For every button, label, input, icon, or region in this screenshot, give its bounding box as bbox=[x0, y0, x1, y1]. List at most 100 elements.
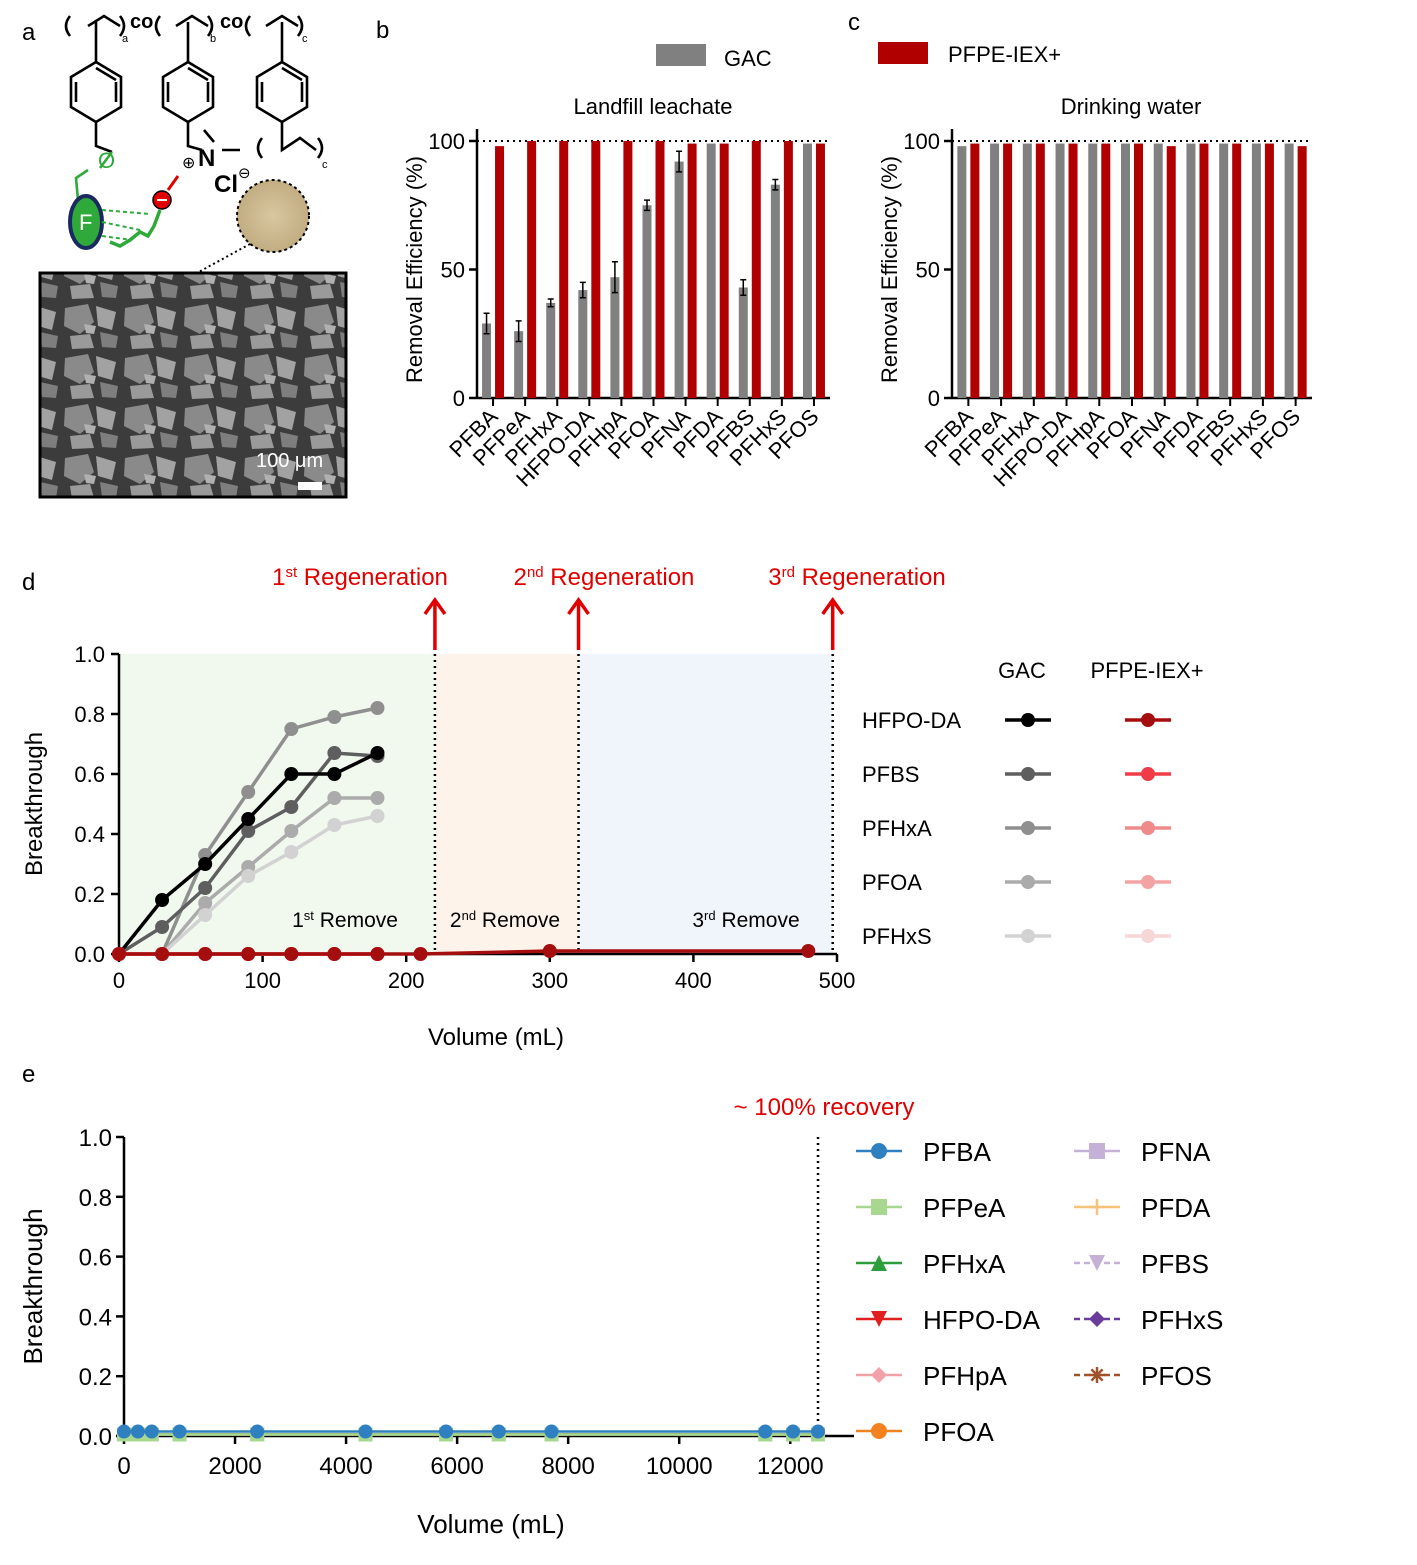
point-pfba bbox=[172, 1424, 187, 1439]
bar-gac bbox=[546, 302, 556, 398]
bar-pfpe bbox=[623, 141, 633, 398]
y-tick-label: 0.6 bbox=[74, 762, 105, 787]
x-tick-label: 300 bbox=[531, 968, 568, 993]
bar-pfpe bbox=[970, 143, 980, 398]
point-pfhxs bbox=[241, 869, 256, 883]
ether-linker bbox=[74, 151, 114, 201]
y-tick-label: 0.2 bbox=[74, 882, 105, 907]
bar-pfpe bbox=[1101, 143, 1111, 398]
legend-marker-gac bbox=[1021, 929, 1035, 943]
polymer-structure bbox=[64, 14, 324, 159]
x-tick-label: 0 bbox=[117, 1453, 130, 1480]
point-pfba bbox=[130, 1424, 145, 1439]
bar-pfpe bbox=[1166, 146, 1176, 398]
bar-gac bbox=[1251, 143, 1261, 398]
ionic-interaction-line bbox=[166, 175, 180, 191]
error-bar bbox=[772, 178, 779, 191]
panel-label-a: a bbox=[22, 19, 36, 46]
x-tick-label: 100 bbox=[244, 968, 281, 993]
chart-b-title: Landfill leachate bbox=[573, 94, 732, 119]
legend-marker-pfhpa bbox=[871, 1367, 887, 1383]
legend-label-pfhxa: PFHxA bbox=[923, 1249, 1006, 1279]
regeneration-label-1: 1st Regeneration bbox=[272, 564, 448, 592]
panel-label-e: e bbox=[22, 1061, 35, 1088]
legend-marker-pfpe bbox=[1141, 929, 1155, 943]
regeneration-label-2: 2nd Regeneration bbox=[514, 564, 695, 592]
bar-gac bbox=[1153, 143, 1163, 398]
bar-gac bbox=[482, 323, 492, 398]
x-tick-label: 200 bbox=[388, 968, 425, 993]
point-pfba bbox=[358, 1424, 373, 1439]
point-pfhxs bbox=[284, 845, 299, 859]
bar-gac bbox=[1088, 143, 1098, 398]
zone-label-3: 3rd Remove bbox=[692, 908, 799, 933]
y-tick-label: 0.4 bbox=[79, 1304, 112, 1331]
x-tick-label: 400 bbox=[675, 968, 712, 993]
series-line-pfpe-iex+-hfpo-da bbox=[119, 949, 809, 956]
legend-marker-pfna bbox=[1089, 1143, 1105, 1159]
error-bar bbox=[547, 298, 554, 308]
point-pfba bbox=[250, 1424, 265, 1439]
legend-header-pfpe: PFPE-IEX+ bbox=[1090, 658, 1203, 683]
y-tick-label: 100 bbox=[428, 129, 465, 154]
y-tick-label: 0 bbox=[453, 386, 465, 411]
error-bar bbox=[676, 150, 683, 173]
bar-pfpe bbox=[815, 143, 825, 398]
bar-pfpe bbox=[751, 141, 761, 398]
bar-pfpe bbox=[591, 141, 601, 398]
co-label-2: co bbox=[220, 11, 243, 33]
chart-e-legend: PFBA PFPeA PFHxA HFPO-DA PFHpA PFOA PFNA PFDA PF… bbox=[856, 1137, 1223, 1447]
bar-pfpe bbox=[1068, 143, 1078, 398]
regeneration-arrow bbox=[423, 596, 447, 650]
legend-label-pfna: PFNA bbox=[1141, 1137, 1211, 1167]
point-hfpo-da bbox=[198, 947, 213, 961]
regeneration-arrow bbox=[567, 596, 590, 650]
y-tick-label: 50 bbox=[441, 258, 465, 283]
y-axis-label: Breakthrough bbox=[18, 1208, 48, 1364]
zone-3 bbox=[578, 654, 833, 954]
chloride-label: Cl bbox=[214, 171, 238, 198]
bar-gac bbox=[514, 331, 524, 398]
bar-gac bbox=[770, 184, 780, 398]
y-tick-label: 0.6 bbox=[79, 1245, 112, 1272]
point-hfpo-da bbox=[370, 947, 385, 961]
point-hfpo-da bbox=[542, 944, 557, 958]
point-pfba bbox=[491, 1424, 506, 1439]
bar-gac bbox=[1186, 143, 1196, 398]
scale-bar-label: 100 μm bbox=[256, 450, 323, 472]
y-tick-label: 0.0 bbox=[79, 1424, 112, 1451]
legend-marker-pfoa bbox=[871, 1423, 887, 1439]
y-tick-label: 1.0 bbox=[74, 642, 105, 667]
legend-gac-swatch bbox=[656, 44, 706, 66]
point-pfhxa bbox=[370, 701, 385, 715]
y-tick-label: 0.8 bbox=[74, 702, 105, 727]
legend-label-pfos: PFOS bbox=[1141, 1361, 1212, 1391]
point-hfpo-da bbox=[155, 947, 170, 961]
legend-marker-pfhxs bbox=[1089, 1311, 1105, 1327]
pfas-chain bbox=[109, 209, 162, 248]
x-axis-label: Volume (mL) bbox=[417, 1509, 564, 1539]
particle-zoom-circle bbox=[236, 179, 310, 253]
chart-c-title: Drinking water bbox=[1061, 94, 1202, 119]
x-tick-label: 8000 bbox=[541, 1453, 594, 1480]
nitrogen-label: N bbox=[198, 145, 215, 172]
error-bar bbox=[611, 261, 618, 294]
legend-bc: GAC PFPE-IEX+ bbox=[656, 42, 1061, 71]
legend-marker-pfpe bbox=[1141, 713, 1155, 727]
legend-marker-pfda bbox=[1089, 1199, 1105, 1215]
point-hfpo-da bbox=[327, 767, 342, 781]
point-pfba bbox=[758, 1424, 773, 1439]
bar-pfpe bbox=[783, 141, 793, 398]
subscript-c-1: c bbox=[302, 33, 308, 45]
fluorine-label: F bbox=[79, 210, 92, 235]
point-pfbs bbox=[327, 746, 342, 760]
bar-pfpe bbox=[1297, 146, 1307, 398]
legend-marker-pfpe bbox=[1141, 821, 1155, 835]
point-pfba bbox=[117, 1424, 131, 1439]
chart-d-legend: GAC PFPE-IEX+ HFPO-DA PFBS PFHxA PFOA PFHxS bbox=[862, 658, 1204, 949]
legend-marker-gac bbox=[1021, 767, 1035, 781]
regeneration-arrow bbox=[821, 596, 845, 650]
bar-gac bbox=[674, 161, 684, 398]
panel-e: e ~ 100% recovery 0.0 0.2 0.4 0.6 0.8 1.0 0 200… bbox=[18, 1061, 1223, 1539]
